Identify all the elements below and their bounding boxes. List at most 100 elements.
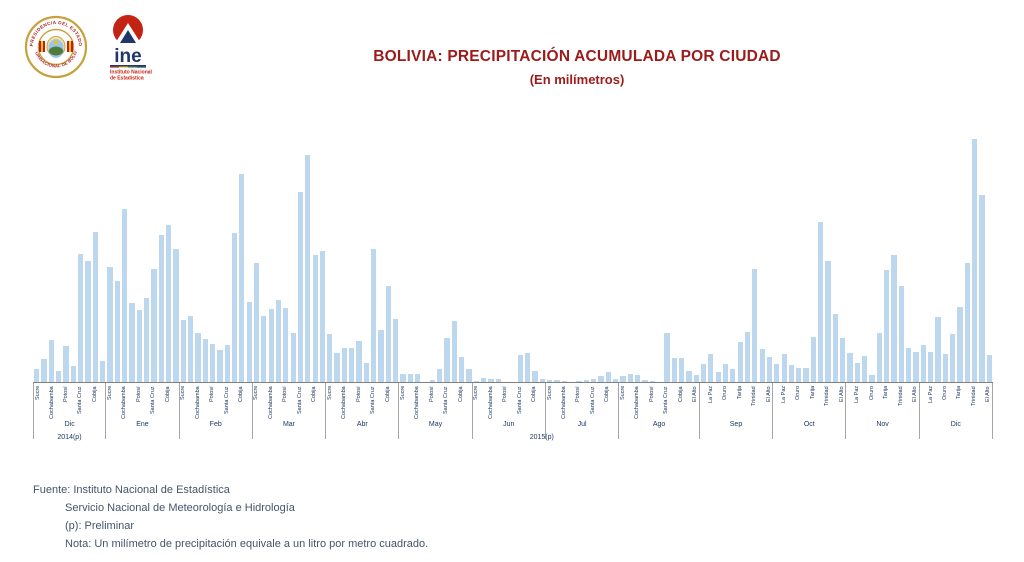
bar-cobija	[678, 358, 685, 382]
month-tick-label: Oct	[803, 421, 815, 428]
bar-sucre	[847, 353, 853, 382]
city-tick-label: Cobija	[384, 386, 391, 402]
city-tick-label: Santa Cruz	[296, 386, 303, 414]
city-tick-label: Cobija	[457, 386, 464, 402]
bar-trinidad	[671, 358, 677, 382]
bar-oruro	[202, 339, 208, 382]
bar-slot	[627, 132, 634, 382]
axis-cell-jun-6: Sucre Cochabamba Potosí Santa Cruz Cobija Jun	[473, 383, 546, 439]
bar-slot	[737, 132, 744, 382]
month-tick-label: Ago	[652, 421, 666, 428]
city-tick-label: Sucre	[253, 386, 260, 401]
bar-cobija	[459, 357, 465, 382]
bar-la-paz	[114, 281, 120, 382]
bars-dic-0	[33, 132, 106, 382]
bar-slot	[700, 132, 707, 382]
plot-area	[33, 132, 993, 382]
bar-slot	[341, 132, 348, 382]
bar-slot	[150, 132, 157, 382]
bar-slot	[202, 132, 209, 382]
bar-slot	[121, 132, 128, 382]
bar-slot	[392, 132, 399, 382]
bar-cochabamba	[715, 372, 721, 382]
axis-cell-dic-12: La Paz Oruro Tarija Trinidad El Alto Dic	[920, 383, 993, 439]
bar-slot	[883, 132, 890, 382]
bar-cochabamba	[268, 309, 274, 382]
bar-slot	[964, 132, 971, 382]
city-tick-label: El Alto	[838, 386, 845, 402]
bar-slot	[671, 132, 678, 382]
bar-slot	[634, 132, 641, 382]
axis-cell-mar-3: Sucre Cochabamba Potosí Santa Cruz Cobija Mar	[253, 383, 327, 439]
bar-cobija	[906, 348, 912, 382]
bar-potosí	[209, 344, 216, 382]
city-tick-label: Cobija	[164, 386, 171, 402]
bar-sucre	[547, 380, 553, 382]
bar-cobija	[532, 371, 538, 382]
month-group-dic-0	[33, 132, 106, 382]
bar-trinidad	[972, 139, 978, 382]
bar-slot	[282, 132, 289, 382]
month-tick-label: Sep	[729, 421, 743, 428]
bar-slot	[268, 132, 275, 382]
bar-cochabamba	[121, 209, 128, 382]
month-group-mar-3	[253, 132, 326, 382]
city-tick-label: Sucre	[326, 386, 333, 401]
footnote: Nota: Un milímetro de precipitación equi…	[65, 538, 429, 550]
bar-santa-cruz	[818, 222, 824, 382]
month-group-ene-1	[106, 132, 179, 382]
city-tick-label: Potosí	[502, 386, 509, 402]
month-group-abr-4	[326, 132, 399, 382]
bar-slot	[802, 132, 809, 382]
bar-slot	[246, 132, 253, 382]
bars-feb-2	[180, 132, 253, 382]
bar-la-paz	[187, 316, 194, 382]
month-group-jul-7	[546, 132, 619, 382]
bar-slot	[55, 132, 62, 382]
month-group-jun-6	[473, 132, 546, 382]
city-tick-label: Oruro	[868, 386, 875, 401]
preliminary-note: (p): Preliminar	[65, 520, 135, 532]
bar-slot	[722, 132, 729, 382]
bar-la-paz	[481, 378, 487, 382]
month-group-nov-11	[846, 132, 919, 382]
bar-cochabamba	[862, 356, 868, 382]
coat-of-arms	[39, 36, 73, 58]
bar-slot	[209, 132, 216, 382]
bar-la-paz	[554, 380, 560, 382]
bar-slot	[912, 132, 919, 382]
bar-trinidad	[525, 353, 531, 382]
bar-tarija	[810, 337, 817, 382]
month-tick-label: Dic	[64, 421, 75, 428]
city-tick-label: Cobija	[238, 386, 244, 402]
bar-cobija	[239, 174, 245, 382]
year-label: 2014(p)	[57, 434, 82, 441]
bar-slot	[685, 132, 692, 382]
bar-santa-cruz	[78, 254, 84, 382]
bar-slot	[568, 132, 575, 382]
bar-santa-cruz	[590, 379, 597, 382]
bar-potosí	[356, 341, 362, 382]
city-tick-label: Potosí	[575, 386, 582, 402]
city-tick-label: Tarija	[736, 386, 743, 400]
bar-unlabeled	[686, 371, 692, 382]
bar-la-paz	[928, 352, 934, 382]
bar-slot	[407, 132, 414, 382]
bar-el-alto	[840, 338, 846, 382]
bar-slot	[77, 132, 84, 382]
bar-la-paz	[334, 353, 340, 382]
bar-tarija	[884, 270, 890, 382]
bar-trinidad	[752, 269, 758, 382]
bar-sucre	[400, 374, 406, 382]
bars-oct-10	[773, 132, 846, 382]
bar-la-paz	[261, 316, 267, 382]
bar-el-alto	[766, 357, 773, 382]
bar-slot	[319, 132, 326, 382]
bar-slot	[531, 132, 538, 382]
bar-cobija	[832, 314, 839, 382]
month-tick-label: Ene	[136, 421, 149, 428]
month-group-ago-8	[619, 132, 700, 382]
bar-potosí	[649, 381, 655, 382]
city-tick-label: Trinidad	[824, 386, 831, 406]
bar-sucre	[473, 381, 479, 382]
